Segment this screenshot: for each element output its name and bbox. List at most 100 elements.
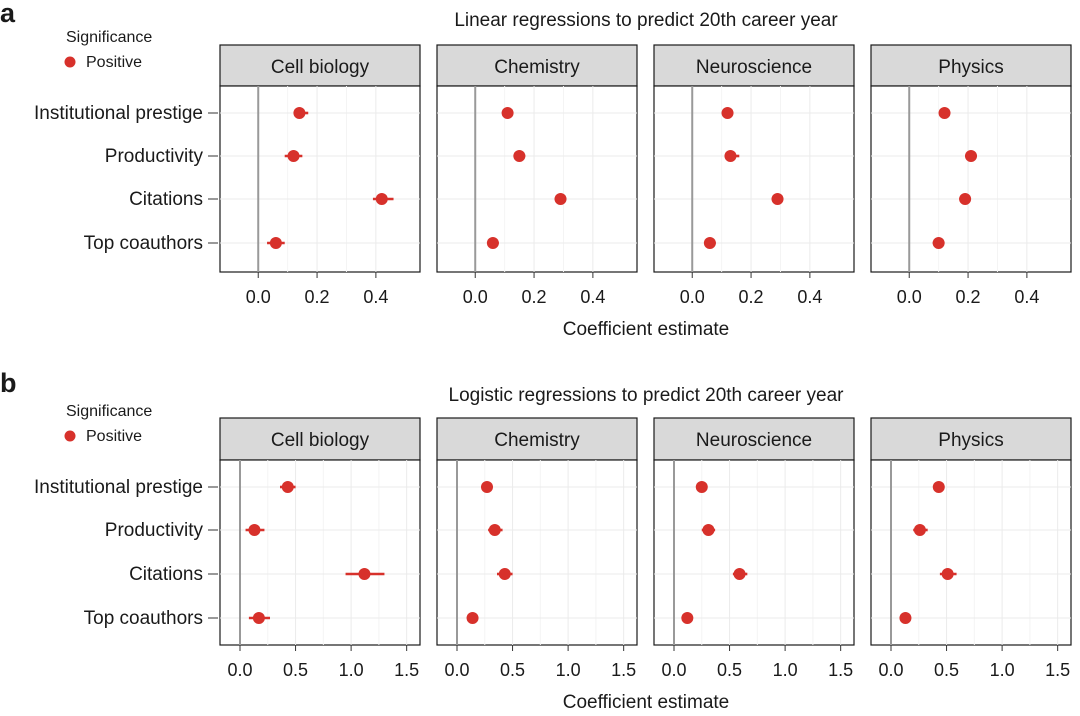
data-point — [554, 193, 567, 205]
x-axis-label: Coefficient estimate — [563, 692, 730, 711]
facet-chemistry: Chemistry 0.0 0.2 0.4 — [436, 44, 638, 307]
x-tick-label: 0.2 — [305, 287, 330, 307]
data-point — [771, 193, 784, 205]
data-point — [721, 107, 734, 119]
y-tick-label: Top coauthors — [84, 233, 203, 254]
x-tick-label: 0.2 — [522, 287, 547, 307]
data-point — [466, 612, 479, 624]
data-point — [281, 481, 294, 493]
facet-label: Physics — [938, 57, 1003, 78]
y-tick-label: Top coauthors — [84, 608, 203, 629]
x-tick-label: 1.5 — [828, 660, 853, 680]
data-point — [513, 150, 526, 162]
data-point — [375, 193, 388, 205]
facet-label: Physics — [938, 430, 1003, 451]
legend-label: Positive — [86, 54, 142, 71]
facet-neuroscience: Neuroscience 0.0 0.2 0.4 — [653, 44, 855, 307]
data-point — [269, 237, 282, 249]
data-point — [932, 237, 945, 249]
facet-strip — [653, 44, 855, 87]
x-tick-label: 1.0 — [556, 660, 581, 680]
data-point — [695, 481, 708, 493]
panel-b: b Logistic regressions to predict 20th ca… — [0, 368, 1072, 713]
facet-strip — [436, 417, 638, 461]
x-tick-label: 1.5 — [1045, 660, 1070, 680]
data-point — [959, 193, 972, 205]
data-point — [938, 107, 951, 119]
data-point — [724, 150, 737, 162]
legend-marker — [64, 430, 76, 442]
facet-label: Neuroscience — [696, 57, 812, 78]
x-tick-label: 0.0 — [878, 660, 903, 680]
x-tick-label: 0.0 — [661, 660, 686, 680]
facet-label: Neuroscience — [696, 430, 812, 451]
data-point — [287, 150, 300, 162]
x-tick-label: 0.0 — [897, 287, 922, 307]
plot-area — [219, 85, 421, 273]
x-tick-label: 0.0 — [246, 287, 271, 307]
plot-area — [219, 459, 421, 646]
data-point — [293, 107, 306, 119]
data-point — [932, 481, 945, 493]
facet-label: Cell biology — [271, 430, 370, 451]
data-point — [481, 481, 493, 493]
y-tick-label: Citations — [129, 189, 203, 210]
x-tick-label: 0.0 — [444, 660, 469, 680]
facet-physics: Physics 0.0 0.2 0.4 — [870, 44, 1072, 307]
x-tick-label: 0.4 — [580, 287, 605, 307]
facet-label: Chemistry — [494, 430, 580, 451]
data-point — [899, 612, 912, 624]
data-point — [941, 568, 954, 580]
data-point — [488, 524, 501, 536]
data-point — [501, 107, 514, 119]
data-point — [248, 524, 261, 536]
data-point — [965, 150, 977, 162]
x-tick-label: 0.4 — [797, 287, 822, 307]
data-point — [498, 568, 511, 580]
x-tick-label: 1.5 — [394, 660, 419, 680]
panel-a: a Linear regressions to predict 20th care… — [0, 0, 1072, 340]
x-tick-label: 0.5 — [717, 660, 742, 680]
facet-label: Chemistry — [494, 57, 580, 78]
data-point — [358, 568, 371, 580]
x-tick-label: 0.4 — [1014, 287, 1039, 307]
x-tick-label: 0.5 — [500, 660, 525, 680]
legend-title: Significance — [66, 29, 152, 46]
x-tick-label: 0.4 — [363, 287, 388, 307]
x-tick-label: 1.0 — [990, 660, 1015, 680]
y-tick-label: Productivity — [105, 146, 204, 167]
panel-tag: b — [0, 368, 17, 398]
facet-strip — [870, 417, 1072, 461]
data-point — [486, 237, 499, 249]
plot-area — [436, 85, 638, 273]
data-point — [733, 568, 746, 580]
data-point — [681, 612, 694, 624]
facet-physics: Physics 0.0 0.5 1.0 1.5 — [870, 417, 1072, 680]
data-point — [252, 612, 265, 624]
chart-title: Logistic regressions to predict 20th car… — [449, 385, 845, 406]
facet-cell-biology: Cell biology 0.0 0.5 1.0 1.5 — [219, 417, 421, 680]
facet-strip — [219, 417, 421, 461]
data-point — [913, 524, 926, 536]
x-tick-label: 0.5 — [283, 660, 308, 680]
y-tick-label: Citations — [129, 564, 203, 585]
facet-strip — [219, 44, 421, 87]
facet-cell-biology: Cell biology 0.0 0.2 0.4 — [219, 44, 421, 307]
x-tick-label: 1.0 — [339, 660, 364, 680]
facet-chemistry: Chemistry 0.0 0.5 1.0 1.5 — [436, 417, 638, 680]
x-tick-label: 1.0 — [773, 660, 798, 680]
plot-area — [653, 85, 855, 273]
x-tick-label: 0.0 — [463, 287, 488, 307]
x-axis-label: Coefficient estimate — [563, 319, 730, 340]
plot-area — [870, 85, 1072, 273]
legend-marker — [64, 56, 76, 68]
facet-strip — [870, 44, 1072, 87]
data-point — [703, 237, 716, 249]
facet-strip — [436, 44, 638, 87]
y-tick-label: Institutional prestige — [34, 477, 203, 498]
y-tick-label: Institutional prestige — [34, 103, 203, 124]
facet-label: Cell biology — [271, 57, 370, 78]
x-tick-label: 0.0 — [680, 287, 705, 307]
x-tick-label: 0.0 — [227, 660, 252, 680]
